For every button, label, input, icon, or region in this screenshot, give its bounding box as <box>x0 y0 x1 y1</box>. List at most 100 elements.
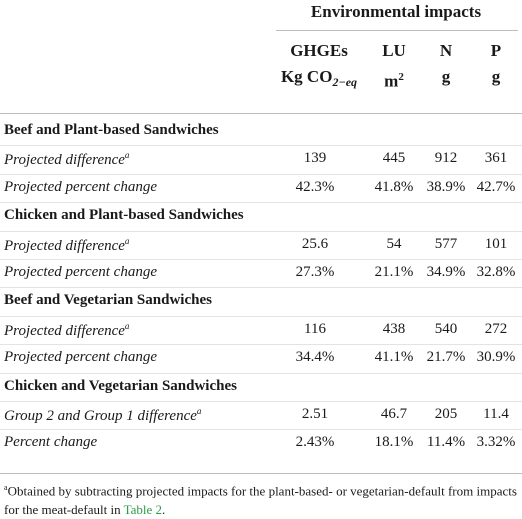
table-cell: 54 <box>386 235 402 252</box>
table-cell: 438 <box>382 320 406 337</box>
table-cell: 361 <box>484 150 508 167</box>
table-cell: 101 <box>484 235 508 252</box>
column-header-n-line1: N <box>439 41 453 60</box>
row-label: Projected percent change <box>4 264 157 281</box>
column-header-ghges-line2: Kg CO2−eq <box>270 64 368 91</box>
group-title: Environmental impacts <box>310 2 482 21</box>
table-row: Group 2 and Group 1 differencea 2.51 46.7 2… <box>0 401 522 429</box>
row-label-text: Projected difference <box>4 237 125 254</box>
unit-m: m <box>384 71 399 91</box>
table-cell: 2.43% <box>295 434 335 451</box>
column-header-p: P g <box>470 38 522 90</box>
row-divider <box>0 259 522 260</box>
row-label: Projected percent change <box>4 179 157 196</box>
table-cell: 3.32% <box>476 434 516 451</box>
table-row: Projected percent change 42.3% 41.8% 38.9% 4… <box>0 174 522 202</box>
row-label-text: Projected difference <box>4 322 125 339</box>
unit-co2eq-sub: 2−eq <box>332 75 358 89</box>
table-cell: 21.1% <box>374 264 414 280</box>
row-label-text: Chicken and Plant-based Sandwiches <box>4 207 244 224</box>
row-divider <box>0 429 522 431</box>
table-cell: 30.9% <box>476 349 516 366</box>
table-cell: 205 <box>434 406 458 422</box>
table-cell: 21.7% <box>426 349 466 366</box>
footnote-marker: a <box>196 406 202 416</box>
row-divider <box>0 145 522 147</box>
row-label-text: Chicken and Vegetarian Sandwiches <box>4 377 237 394</box>
column-header-n: N g <box>421 38 471 90</box>
table-row: Projected differencea 25.6 54 577 101 <box>0 231 522 259</box>
row-label-text: Group 2 and Group 1 difference <box>4 408 197 424</box>
section-row: Beef and Plant-based Sandwiches <box>0 117 522 145</box>
table-cell: 42.3% <box>295 178 335 195</box>
table-cell: 38.9% <box>426 178 466 195</box>
footnote-mark: a <box>4 483 8 492</box>
table-cell: 42.7% <box>476 178 516 195</box>
row-label: Projected differencea <box>4 236 129 255</box>
table-cell: 25.6 <box>301 235 329 252</box>
section-row: Chicken and Vegetarian Sandwiches <box>0 373 522 401</box>
unit-m-sup: 2 <box>398 71 404 83</box>
table-row: Projected percent change 34.4% 41.1% 21.7% 3… <box>0 344 522 372</box>
row-divider <box>0 372 522 374</box>
column-header-p-line1: P <box>490 41 502 60</box>
section-label: Chicken and Vegetarian Sandwiches <box>4 378 237 395</box>
section-row: Chicken and Plant-based Sandwiches <box>0 202 522 230</box>
row-label: Group 2 and Group 1 differencea <box>4 406 201 425</box>
table-cell: 2.51 <box>301 406 329 422</box>
section-label: Beef and Vegetarian Sandwiches <box>4 292 212 309</box>
footnote: aObtained by subtracting projected impac… <box>4 478 518 519</box>
table-row: Projected differencea 116 438 540 272 <box>0 316 522 344</box>
column-header-ghges: GHGEs Kg CO2−eq <box>270 38 368 91</box>
section-label: Beef and Plant-based Sandwiches <box>4 122 219 139</box>
table-cell: 27.3% <box>295 264 335 280</box>
column-header-ghges-line1: GHGEs <box>290 41 348 60</box>
table-cell: 34.4% <box>295 349 335 366</box>
group-rule <box>276 30 518 31</box>
row-label-text: Projected difference <box>4 152 125 169</box>
table-cell: 32.8% <box>476 264 516 280</box>
table-cell: 46.7 <box>380 406 408 422</box>
table-cell: 445 <box>382 150 406 167</box>
table-cell: 34.9% <box>426 264 466 280</box>
table-cell: 41.8% <box>374 178 414 195</box>
footnote-marker: a <box>124 320 130 331</box>
section-row: Beef and Vegetarian Sandwiches <box>0 287 522 315</box>
table-cell: 11.4 <box>483 406 509 422</box>
footer-rule <box>0 473 522 474</box>
row-divider <box>0 173 522 175</box>
table-cell: 116 <box>304 320 326 337</box>
section-label: Chicken and Plant-based Sandwiches <box>4 207 244 224</box>
footnote-marker: a <box>124 150 130 161</box>
footnote-text: Obtained by subtracting projected impact… <box>4 483 517 518</box>
column-header-p-line2: g <box>491 67 501 86</box>
row-label: Projected differencea <box>4 150 129 169</box>
table-cell: 912 <box>434 150 458 167</box>
row-divider <box>0 344 522 346</box>
row-divider <box>0 202 522 204</box>
header-rule <box>0 113 522 114</box>
row-label-text: Projected percent change <box>4 349 157 366</box>
row-divider <box>0 230 522 232</box>
table-cell: 139 <box>303 150 327 167</box>
table-cell: 18.1% <box>374 434 414 451</box>
row-label: Percent change <box>4 434 97 451</box>
row-label: Projected differencea <box>4 321 129 340</box>
table-row: Projected differencea 139 445 912 361 <box>0 145 522 173</box>
column-header-n-line2: g <box>441 67 451 86</box>
column-header-lu-line2: m2 <box>368 64 420 95</box>
footnote-marker: a <box>124 235 130 246</box>
table-row: Projected percent change 27.3% 21.1% 34.9% 3… <box>0 259 522 287</box>
table-2-link[interactable]: Table 2 <box>123 502 163 518</box>
row-label-text: Projected percent change <box>4 178 157 195</box>
table-row: Percent change 2.43% 18.1% 11.4% 3.32% <box>0 429 522 457</box>
row-label-text: Beef and Vegetarian Sandwiches <box>4 292 212 309</box>
table-cell: 41.1% <box>374 349 414 366</box>
column-header-lu-line1: LU <box>382 41 406 60</box>
column-header-lu: LU m2 <box>368 38 420 95</box>
row-label-text: Beef and Plant-based Sandwiches <box>4 122 219 138</box>
row-label: Projected percent change <box>4 349 157 366</box>
table-cell: 272 <box>484 320 508 337</box>
footnote-end: . <box>162 502 166 518</box>
